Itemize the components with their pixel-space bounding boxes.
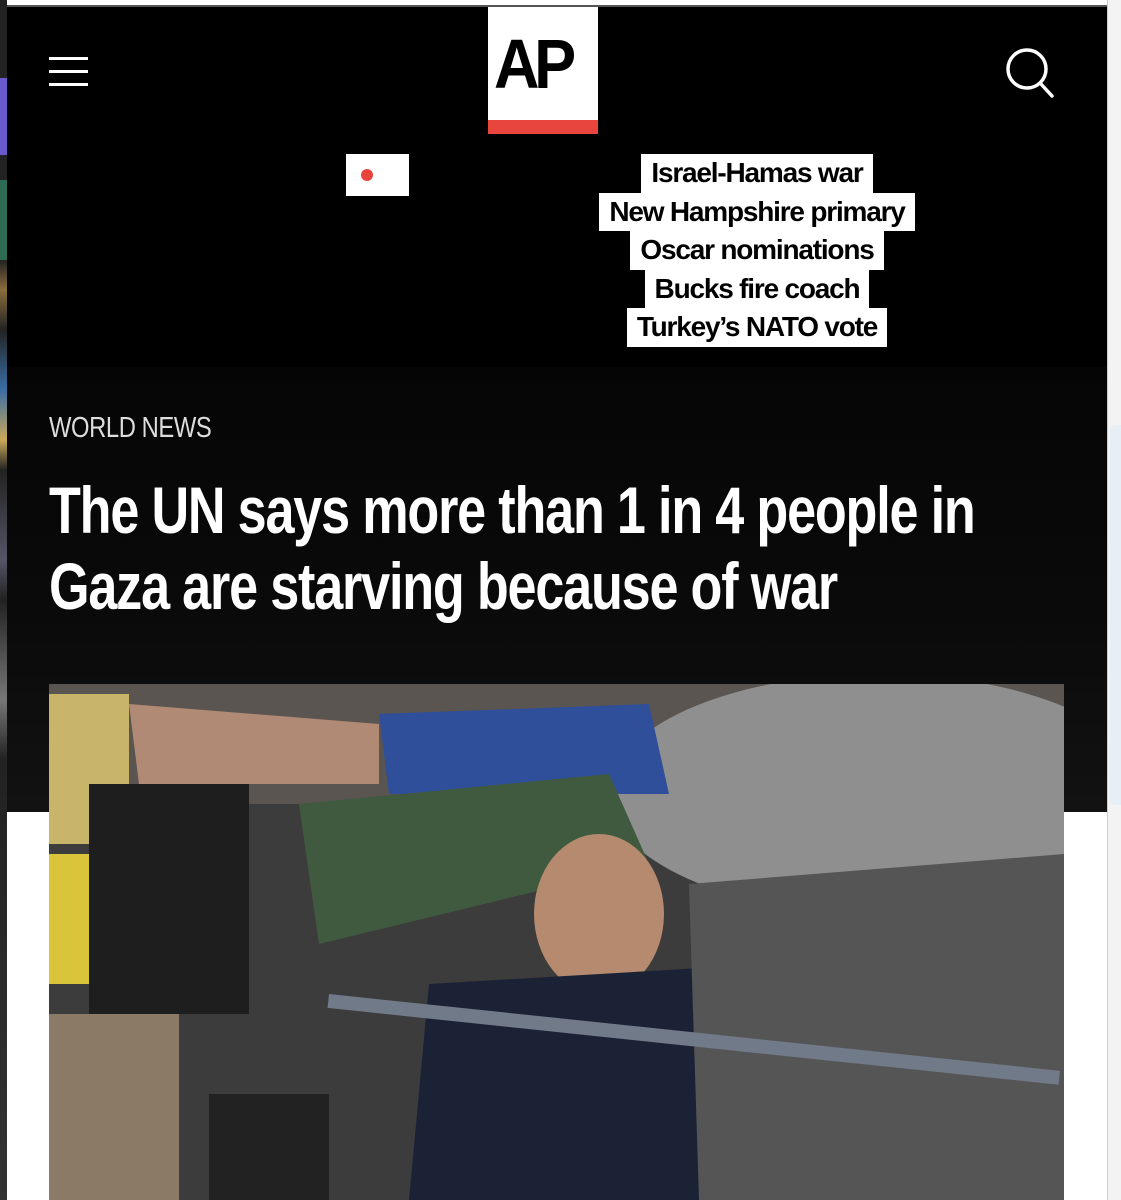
live-dot-icon: [361, 169, 373, 181]
logo-text: AP: [494, 25, 576, 103]
trending-link[interactable]: Israel-Hamas war: [641, 154, 873, 193]
trending-links: Israel-Hamas war New Hampshire primary O…: [507, 154, 1007, 347]
article-headline: The UN says more than 1 in 4 people in G…: [49, 473, 976, 623]
browser-background-right: [1107, 0, 1121, 1200]
trending-link[interactable]: Oscar nominations: [630, 231, 884, 270]
trending-link[interactable]: Bucks fire coach: [644, 269, 870, 308]
trending-link[interactable]: Turkey’s NATO vote: [626, 308, 888, 347]
hamburger-menu-icon[interactable]: [49, 57, 89, 87]
article-photo[interactable]: [49, 684, 1064, 1200]
trending-link[interactable]: New Hampshire primary: [599, 192, 915, 231]
background-card: [1110, 425, 1121, 805]
ap-logo[interactable]: AP: [488, 7, 598, 134]
search-icon[interactable]: [1005, 47, 1055, 99]
browser-background-left: [0, 0, 7, 1200]
section-label[interactable]: WORLD NEWS: [49, 412, 212, 444]
logo-red-bar: [488, 120, 598, 134]
live-button[interactable]: [346, 154, 409, 196]
ap-page: AP Israel-Hamas war New Hampshire primar…: [7, 5, 1107, 812]
